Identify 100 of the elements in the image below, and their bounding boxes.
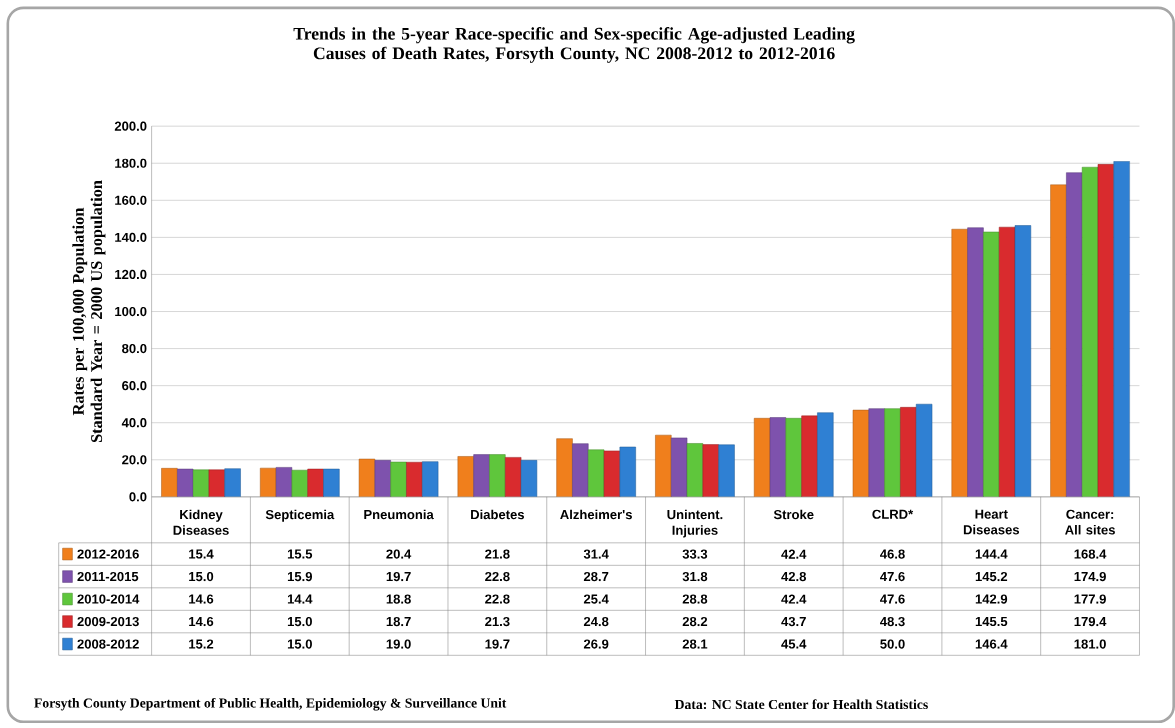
bar — [868, 408, 885, 498]
text: Forsyth County Department of Public Health, Epidemiology & Surveillance Unit — [34, 698, 507, 711]
data-label: 22.8 — [485, 572, 510, 582]
legend-label: 2011-2015 — [77, 572, 139, 582]
bar — [817, 412, 834, 498]
data-label: 177.9 — [1074, 594, 1106, 604]
data-label: 26.9 — [583, 639, 609, 649]
y-tick-label: 120.0 — [115, 269, 147, 280]
bar — [489, 454, 506, 498]
x-tick-label: Alzheimer's — [560, 509, 632, 520]
bar — [406, 462, 423, 498]
x-tick-label: Stroke — [773, 509, 814, 520]
data-label: 50.0 — [880, 639, 905, 649]
text: Data: NC State Center for Health Statistics — [674, 699, 928, 710]
y-tick-label: 0.0 — [129, 492, 147, 502]
data-label: 145.5 — [975, 617, 1008, 627]
bar — [983, 231, 1000, 498]
data-label: 22.8 — [485, 594, 510, 604]
bar — [769, 417, 787, 498]
y-tick-label: 160.0 — [115, 195, 147, 206]
data-label: 42.8 — [781, 572, 807, 582]
bar — [572, 443, 589, 498]
legend-label: 2009-2013 — [77, 617, 139, 627]
bar — [884, 408, 901, 498]
bar — [801, 415, 818, 498]
data-label: 14.4 — [287, 594, 313, 604]
data-label: 14.6 — [189, 617, 214, 627]
data-label: 19.7 — [485, 639, 510, 649]
data-label: 33.3 — [682, 549, 708, 559]
bar — [951, 229, 968, 498]
data-label: 47.6 — [880, 572, 905, 582]
bar — [224, 468, 241, 498]
bar — [718, 444, 735, 498]
data-label: 168.4 — [1074, 549, 1107, 559]
y-tick-label: 60.0 — [122, 381, 147, 391]
data-label: 20.4 — [386, 549, 412, 559]
y-tick-label: 180.0 — [115, 158, 147, 169]
bar — [556, 438, 573, 498]
data-label: 28.1 — [682, 639, 708, 649]
data-label: 15.4 — [189, 549, 214, 559]
data-label: 21.3 — [485, 617, 510, 627]
data-label: 15.5 — [287, 549, 313, 559]
data-label: 31.4 — [583, 549, 609, 559]
data-label: 145.2 — [975, 572, 1008, 582]
data-label: 18.7 — [386, 617, 411, 627]
chart-title: Trends in the 5-year Race-specific and Sex-specific Age-adjusted Leading Causes of Death Rates, Forsyth County, NC 2008-2012 to 2012-2016 — [293, 27, 855, 64]
data-label: 48.3 — [880, 617, 905, 627]
bar — [967, 227, 984, 498]
legend-label: 2012-2016 — [77, 549, 139, 559]
x-tick-label: Cancer: All sites — [1065, 509, 1115, 535]
data-label: 47.6 — [880, 594, 905, 604]
data-label: 25.4 — [583, 594, 609, 604]
data-label: 42.4 — [781, 594, 807, 604]
data-label: 15.2 — [189, 639, 214, 649]
x-tick-label: Unintent. Injuries — [667, 509, 723, 538]
x-tick-label: CLRD* — [872, 509, 914, 520]
x-tick-label: Heart Diseases — [963, 509, 1020, 535]
data-label: 14.6 — [189, 594, 214, 604]
data-label: 31.8 — [682, 572, 708, 582]
y-tick-label: 140.0 — [115, 232, 147, 243]
y-tick-label: 80.0 — [122, 344, 147, 354]
data-label: 15.0 — [287, 617, 312, 627]
data-label: 174.9 — [1074, 572, 1106, 582]
x-tick-label: Diabetes — [471, 509, 525, 520]
data-label: 45.4 — [781, 639, 807, 649]
bar — [473, 454, 490, 498]
bar — [1113, 161, 1130, 498]
y-tick-label: 200.0 — [114, 121, 147, 131]
data-label: 18.8 — [386, 594, 411, 604]
bar — [374, 460, 391, 498]
bar — [900, 407, 917, 498]
bar — [177, 468, 194, 498]
bar — [390, 461, 407, 498]
legend-label: 2010-2014 — [77, 594, 140, 604]
bar — [1050, 184, 1067, 498]
data-label: 28.2 — [682, 617, 708, 627]
bar — [655, 435, 672, 498]
data-label: 24.8 — [583, 617, 609, 627]
x-tick-label: Septicemia — [265, 509, 335, 522]
y-axis-title: Rates per 100,000 Population Standard Year = 2000 US population — [72, 180, 106, 443]
bar — [670, 437, 688, 498]
data-label: 144.4 — [975, 549, 1008, 559]
x-tick-label: Kidney Diseases — [173, 509, 229, 536]
bar — [275, 467, 293, 498]
bar — [161, 468, 178, 498]
y-tick-label: 40.0 — [121, 418, 147, 428]
data-label: 28.8 — [682, 594, 708, 604]
data-label: 28.7 — [583, 572, 609, 582]
data-label: 15.0 — [189, 572, 214, 582]
data-label: 15.0 — [287, 639, 312, 649]
bar — [1066, 172, 1083, 498]
x-tick-label: Pneumonia — [364, 509, 434, 520]
legend-label: 2008-2012 — [77, 639, 139, 649]
data-label: 46.8 — [880, 549, 905, 559]
y-tick-label: 100.0 — [115, 307, 147, 317]
bar — [785, 418, 802, 498]
data-label: 19.7 — [386, 572, 411, 582]
data-label: 15.9 — [287, 572, 312, 582]
data-label: 142.9 — [975, 594, 1008, 604]
data-label: 146.4 — [975, 639, 1008, 649]
